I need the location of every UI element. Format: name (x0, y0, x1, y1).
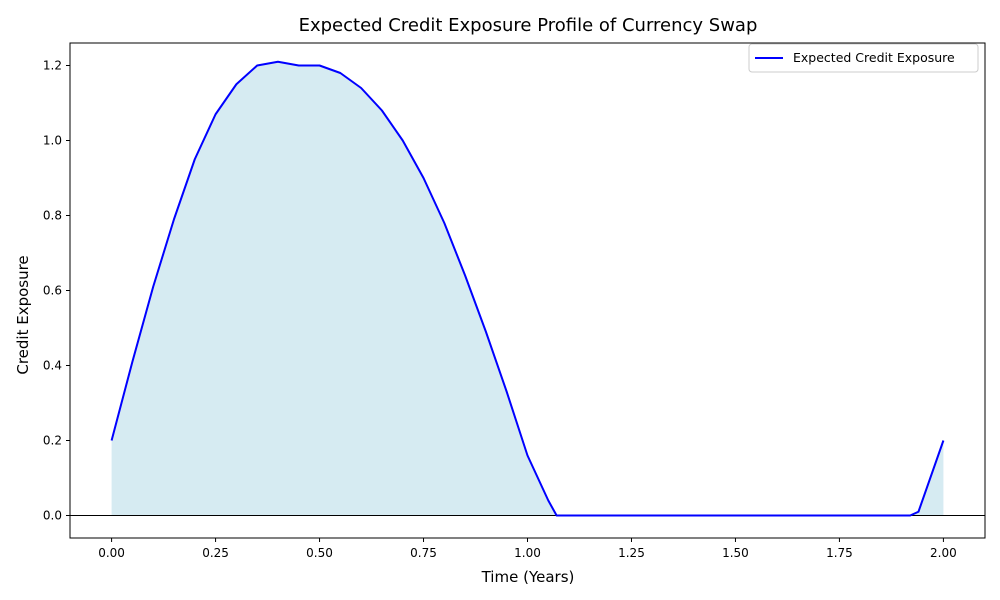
legend-label: Expected Credit Exposure (793, 50, 955, 65)
x-tick-label: 1.00 (514, 546, 541, 560)
chart-title: Expected Credit Exposure Profile of Curr… (299, 15, 758, 36)
y-tick-label: 1.0 (43, 134, 62, 148)
area-fill (111, 61, 944, 516)
y-tick-label: 0.4 (43, 359, 62, 373)
x-tick-label: 2.00 (930, 546, 957, 560)
series-line (110, 60, 945, 517)
y-tick-label: 0.2 (43, 434, 62, 448)
x-tick-label: 1.50 (722, 546, 749, 560)
y-axis-title: Credit Exposure (14, 255, 32, 374)
legend: Expected Credit Exposure (748, 43, 979, 73)
x-tick-label: 0.00 (98, 546, 125, 560)
x-tick-label: 0.75 (410, 546, 437, 560)
plot-area (70, 60, 985, 517)
y-tick-label: 0.6 (43, 284, 62, 298)
legend-box (748, 43, 979, 73)
y-axis: 0.0 0.2 0.4 0.6 0.8 1.0 1.2 (43, 59, 70, 523)
x-axis: 0.00 0.25 0.50 0.75 1.00 1.25 1.50 1.75 2.00 (98, 538, 957, 560)
x-axis-title: Time (Years) (481, 568, 575, 586)
x-tick-label: 1.75 (826, 546, 853, 560)
y-tick-label: 0.0 (43, 509, 62, 523)
y-tick-label: 1.2 (43, 59, 62, 73)
x-tick-label: 0.50 (306, 546, 333, 560)
x-tick-label: 0.25 (202, 546, 229, 560)
y-tick-label: 0.8 (43, 209, 62, 223)
x-tick-label: 1.25 (618, 546, 645, 560)
